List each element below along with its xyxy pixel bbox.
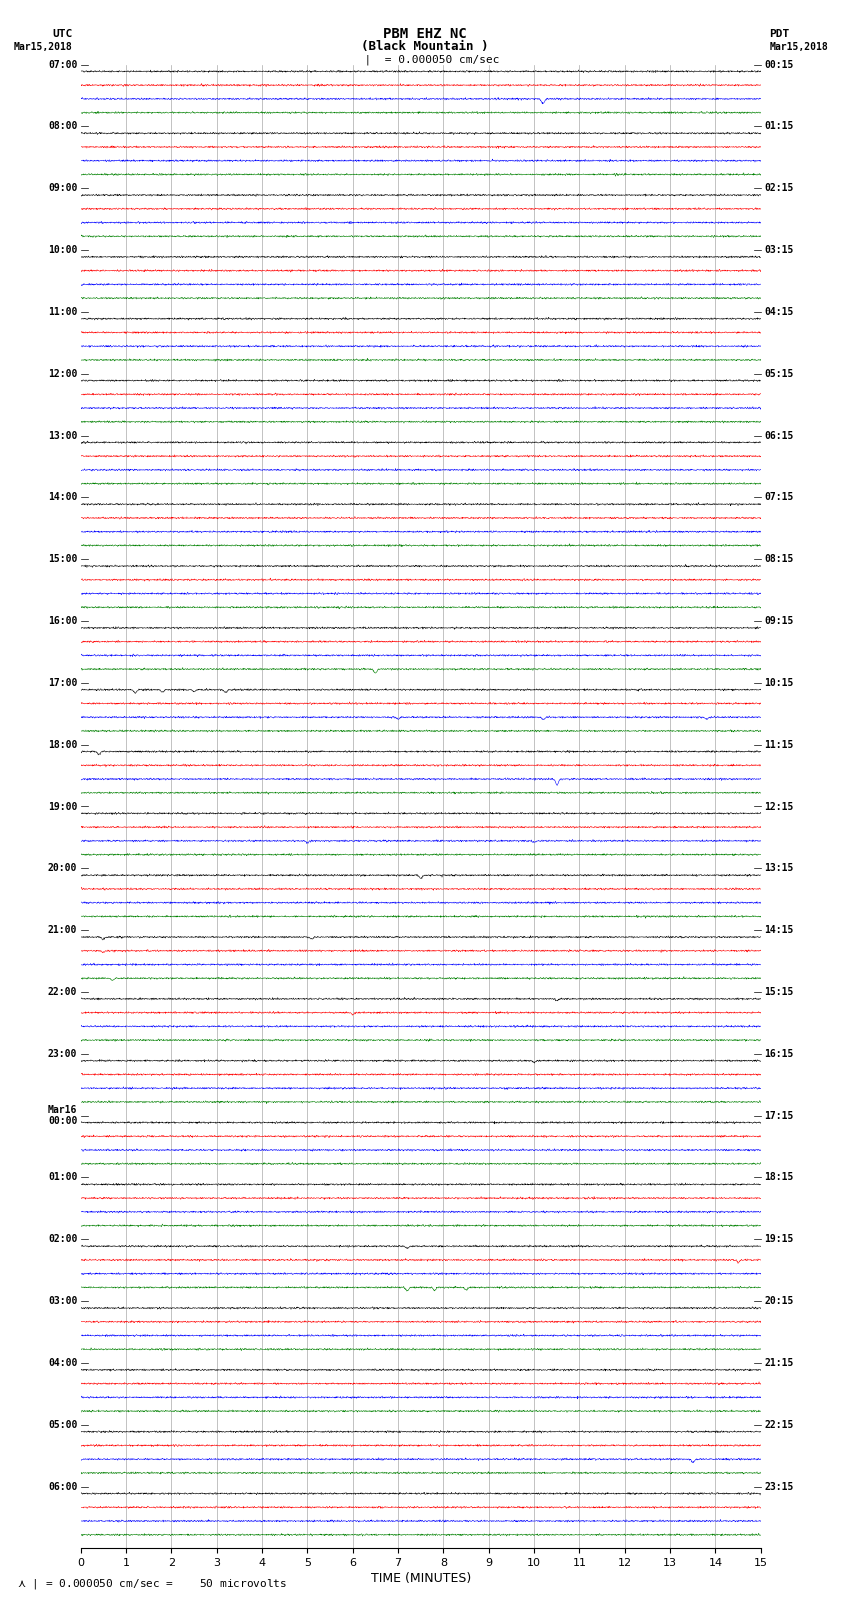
Text: UTC: UTC <box>52 29 72 39</box>
Text: 15:15: 15:15 <box>764 987 794 997</box>
Text: 11:15: 11:15 <box>764 740 794 750</box>
Text: 01:00: 01:00 <box>48 1173 77 1182</box>
Text: 14:15: 14:15 <box>764 926 794 936</box>
Text: PDT: PDT <box>769 29 790 39</box>
Text: 18:15: 18:15 <box>764 1173 794 1182</box>
Text: 10:15: 10:15 <box>764 677 794 687</box>
Text: 22:15: 22:15 <box>764 1419 794 1429</box>
Text: 23:15: 23:15 <box>764 1482 794 1492</box>
Text: $\curlywedge$ | = 0.000050 cm/sec =    50 microvolts: $\curlywedge$ | = 0.000050 cm/sec = 50 m… <box>17 1578 287 1590</box>
Text: 16:00: 16:00 <box>48 616 77 626</box>
Text: 03:00: 03:00 <box>48 1297 77 1307</box>
Text: 08:15: 08:15 <box>764 555 794 565</box>
Text: 17:00: 17:00 <box>48 677 77 687</box>
Text: 04:00: 04:00 <box>48 1358 77 1368</box>
Text: 22:00: 22:00 <box>48 987 77 997</box>
Text: (Black Mountain ): (Black Mountain ) <box>361 40 489 53</box>
Text: 03:15: 03:15 <box>764 245 794 255</box>
Text: 18:00: 18:00 <box>48 740 77 750</box>
Text: 12:15: 12:15 <box>764 802 794 811</box>
Text: 20:00: 20:00 <box>48 863 77 873</box>
Text: 09:00: 09:00 <box>48 184 77 194</box>
Text: 23:00: 23:00 <box>48 1048 77 1058</box>
Text: 02:15: 02:15 <box>764 184 794 194</box>
Text: Mar15,2018: Mar15,2018 <box>769 42 828 52</box>
Text: 06:00: 06:00 <box>48 1482 77 1492</box>
Text: 00:15: 00:15 <box>764 60 794 69</box>
Text: 14:00: 14:00 <box>48 492 77 502</box>
Text: 09:15: 09:15 <box>764 616 794 626</box>
Text: PBM EHZ NC: PBM EHZ NC <box>383 27 467 40</box>
Text: 16:15: 16:15 <box>764 1048 794 1058</box>
Text: 07:00: 07:00 <box>48 60 77 69</box>
Text: 12:00: 12:00 <box>48 369 77 379</box>
Text: 01:15: 01:15 <box>764 121 794 131</box>
Text: 15:00: 15:00 <box>48 555 77 565</box>
Text: 05:00: 05:00 <box>48 1419 77 1429</box>
Text: 17:15: 17:15 <box>764 1111 794 1121</box>
Text: 11:00: 11:00 <box>48 306 77 316</box>
Text: 04:15: 04:15 <box>764 306 794 316</box>
Text: 07:15: 07:15 <box>764 492 794 502</box>
Text: 13:00: 13:00 <box>48 431 77 440</box>
Text: Mar16
00:00: Mar16 00:00 <box>48 1105 77 1126</box>
Text: 05:15: 05:15 <box>764 369 794 379</box>
Text: Mar15,2018: Mar15,2018 <box>14 42 72 52</box>
Text: 08:00: 08:00 <box>48 121 77 131</box>
Text: 10:00: 10:00 <box>48 245 77 255</box>
Text: |  = 0.000050 cm/sec: | = 0.000050 cm/sec <box>351 55 499 65</box>
Text: 21:00: 21:00 <box>48 926 77 936</box>
Text: 02:00: 02:00 <box>48 1234 77 1244</box>
Text: 21:15: 21:15 <box>764 1358 794 1368</box>
Text: 20:15: 20:15 <box>764 1297 794 1307</box>
Text: 13:15: 13:15 <box>764 863 794 873</box>
Text: 19:00: 19:00 <box>48 802 77 811</box>
Text: 19:15: 19:15 <box>764 1234 794 1244</box>
X-axis label: TIME (MINUTES): TIME (MINUTES) <box>371 1573 471 1586</box>
Text: 06:15: 06:15 <box>764 431 794 440</box>
